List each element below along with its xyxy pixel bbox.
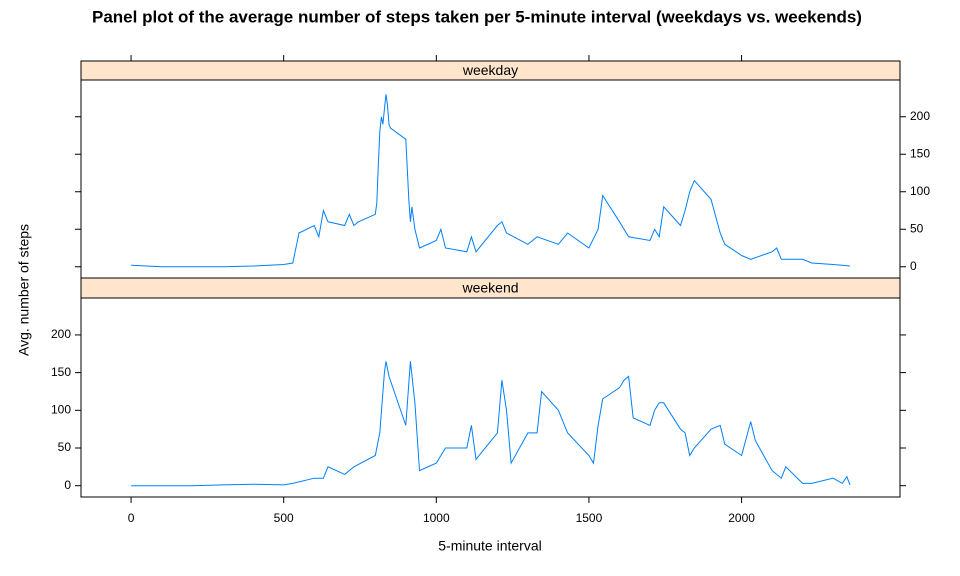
y-tick-label: 150 bbox=[51, 365, 71, 379]
x-tick-label: 0 bbox=[128, 511, 135, 525]
x-tick-label: 2000 bbox=[728, 511, 755, 525]
y-tick-label: 200 bbox=[51, 327, 71, 341]
y-tick-label: 0 bbox=[910, 259, 917, 273]
y-tick-label: 50 bbox=[910, 221, 924, 235]
y-tick-label: 0 bbox=[64, 478, 71, 492]
chart-title: Panel plot of the average number of step… bbox=[92, 7, 862, 26]
y-axis-label: Avg. number of steps bbox=[16, 224, 32, 356]
x-tick-label: 500 bbox=[274, 511, 294, 525]
data-line bbox=[131, 361, 851, 487]
y-tick-label: 100 bbox=[910, 184, 930, 198]
panel bbox=[80, 297, 901, 498]
y-tick-label: 200 bbox=[910, 109, 930, 123]
strip-label: weekday bbox=[462, 62, 518, 78]
x-tick-label: 1000 bbox=[423, 511, 450, 525]
x-tick-label: 1500 bbox=[576, 511, 603, 525]
y-tick-label: 100 bbox=[51, 402, 71, 416]
y-tick-label: 50 bbox=[58, 440, 72, 454]
x-axis-label: 5-minute interval bbox=[438, 538, 542, 554]
y-tick-label: 150 bbox=[910, 146, 930, 160]
strip-label: weekend bbox=[461, 280, 518, 296]
data-line bbox=[131, 94, 850, 268]
